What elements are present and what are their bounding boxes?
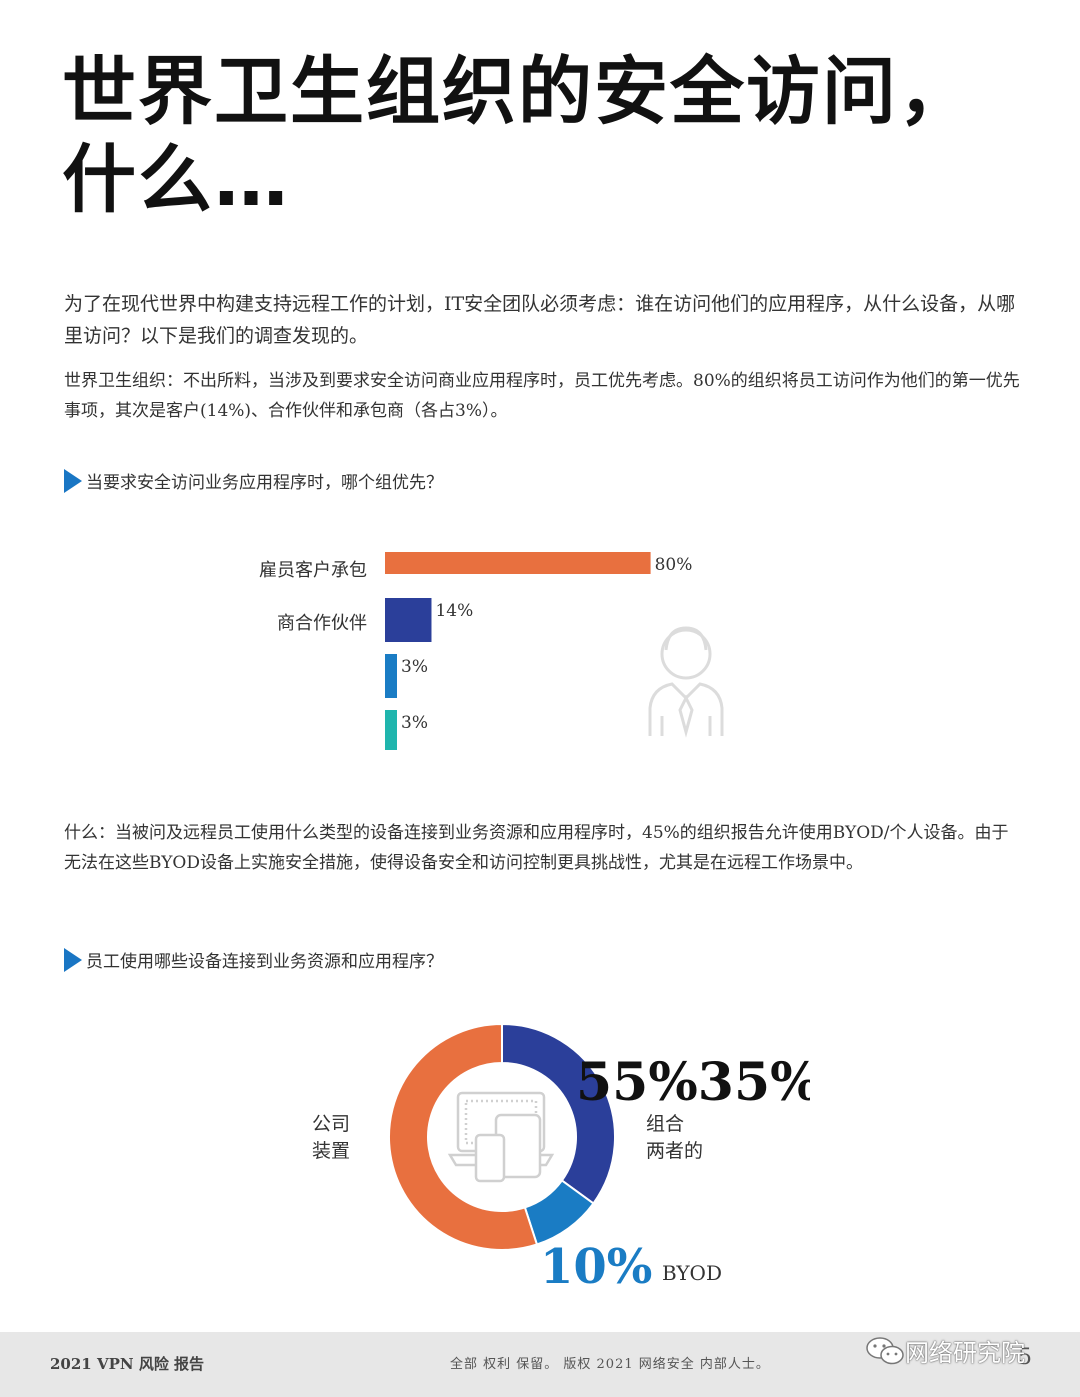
bar-value-label-3: 3% bbox=[401, 713, 428, 733]
question-1-text: 当要求安全访问业务应用程序时，哪个组优先？ bbox=[86, 473, 443, 493]
bar-category-label-1: 商合作伙伴 bbox=[277, 613, 367, 634]
footer-report-title: 2021 VPN 风险 报告 bbox=[50, 1355, 205, 1373]
bar-value-label-0: 80% bbox=[655, 555, 693, 575]
bar-0 bbox=[385, 552, 651, 574]
triangle-bullet-icon bbox=[64, 947, 82, 972]
footer-bar bbox=[0, 1332, 1080, 1397]
intro-paragraph: 为了在现代世界中构建支持远程工作的计划，IT安全团队必须考虑：谁在访问他们的应用… bbox=[64, 293, 1016, 347]
page-title: 世界卫生组织的安全访问，什么… bbox=[62, 49, 974, 223]
wechat-icon bbox=[866, 1336, 904, 1364]
big-percent-label-byod: 10% bbox=[540, 1239, 652, 1295]
donut-slice-label-1: 组合 bbox=[646, 1113, 684, 1135]
page-number: 5 bbox=[1018, 1345, 1032, 1370]
bar-category-label-0: 雇员客户承包 bbox=[259, 560, 367, 581]
bar-value-label-2: 3% bbox=[401, 657, 428, 677]
question-heading-2: 员工使用哪些设备连接到业务资源和应用程序？ bbox=[64, 947, 443, 972]
donut-slice-组合两者的 bbox=[501, 1022, 616, 1205]
watermark: 网络研究院 bbox=[865, 1333, 1025, 1368]
donut-slice-label-1: 两者的 bbox=[646, 1140, 703, 1162]
donut-slice-label-2: BYOD bbox=[662, 1261, 722, 1285]
question-heading-1: 当要求安全访问业务应用程序时，哪个组优先？ bbox=[64, 468, 443, 493]
donut-slice-公司装置 bbox=[388, 1022, 539, 1251]
person-icon bbox=[648, 626, 724, 738]
big-percent-label-top: 55%35% bbox=[576, 1052, 810, 1113]
who-paragraph: 世界卫生组织：不出所料，当涉及到要求安全访问商业应用程序时，员工优先考虑。80%… bbox=[64, 371, 1020, 421]
bar-1 bbox=[385, 598, 432, 642]
bar-value-label-1: 14% bbox=[435, 601, 473, 621]
donut-slice-label-0: 装置 bbox=[312, 1140, 350, 1162]
watermark-text: 网络研究院 bbox=[905, 1339, 1025, 1367]
question-2-text: 员工使用哪些设备连接到业务资源和应用程序？ bbox=[86, 952, 443, 972]
bar-2 bbox=[385, 654, 397, 698]
triangle-bullet-icon bbox=[64, 468, 82, 493]
bar-3 bbox=[385, 710, 397, 750]
donut-slice-label-0: 公司 bbox=[312, 1113, 350, 1135]
footer-copyright: 全部 权利 保留。 版权 2021 网络安全 内部人士。 bbox=[450, 1357, 770, 1372]
what-paragraph: 什么：当被问及远程员工使用什么类型的设备连接到业务资源和应用程序时，45%的组织… bbox=[64, 823, 1009, 873]
devices-icon bbox=[447, 1091, 555, 1183]
